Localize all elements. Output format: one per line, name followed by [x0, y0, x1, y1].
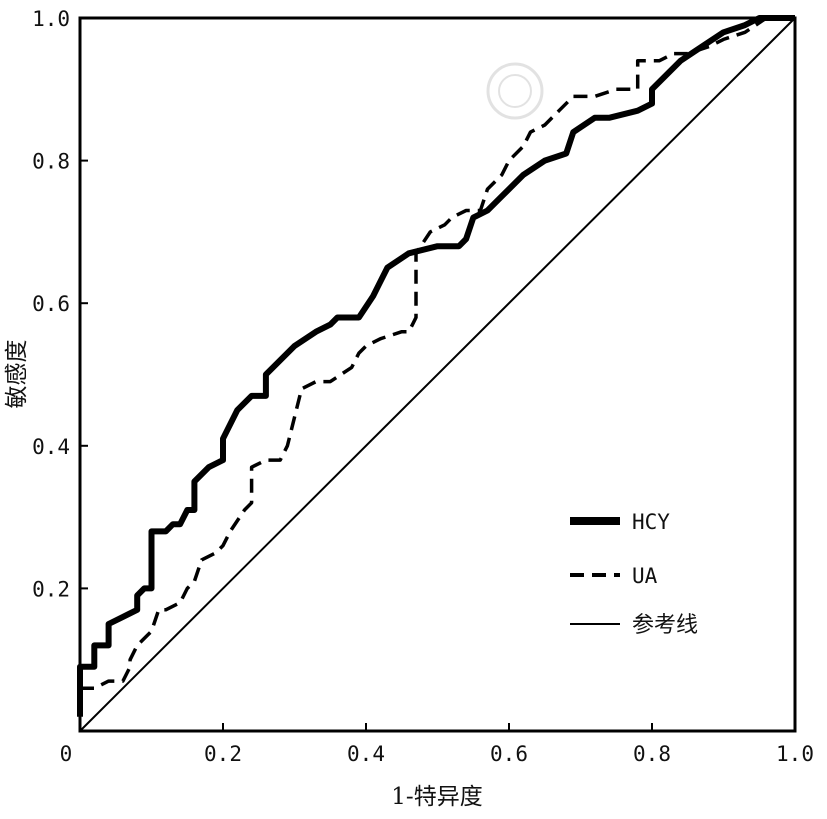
- x-axis-title: 1-特异度: [391, 784, 482, 810]
- plot-area: [78, 16, 797, 733]
- x-tick-label: 1.0: [776, 742, 814, 766]
- legend-label-reference: 参考线: [632, 613, 698, 638]
- x-tick-label: 0.6: [490, 742, 528, 766]
- series-line-hcy: [77, 15, 795, 717]
- legend-label-hcy: HCY: [632, 510, 670, 534]
- y-tick-label: 0.6: [32, 292, 70, 316]
- x-tick-label: 0: [60, 742, 73, 766]
- y-tick-label: 0.2: [32, 577, 70, 601]
- series-line-reference: [79, 17, 796, 732]
- series-layer: [77, 15, 796, 732]
- y-tick-label: 0.8: [32, 150, 70, 174]
- y-tick-label: 0.4: [32, 435, 70, 459]
- y-axis-title: 敏感度: [4, 340, 30, 409]
- legend-label-ua: UA: [632, 564, 658, 588]
- y-axis: 0.2 0.4 0.6 0.8 1.0: [32, 7, 88, 601]
- legend: HCY UA 参考线: [570, 510, 698, 638]
- series-line-ua: [80, 16, 795, 690]
- x-tick-label: 0.2: [204, 742, 242, 766]
- x-tick-label: 0.8: [633, 742, 671, 766]
- y-tick-label: 1.0: [32, 7, 70, 31]
- watermark-logo: [486, 62, 544, 120]
- x-tick-label: 0.4: [347, 742, 385, 766]
- x-axis: 0 0.2 0.4 0.6 0.8 1.0: [60, 723, 814, 766]
